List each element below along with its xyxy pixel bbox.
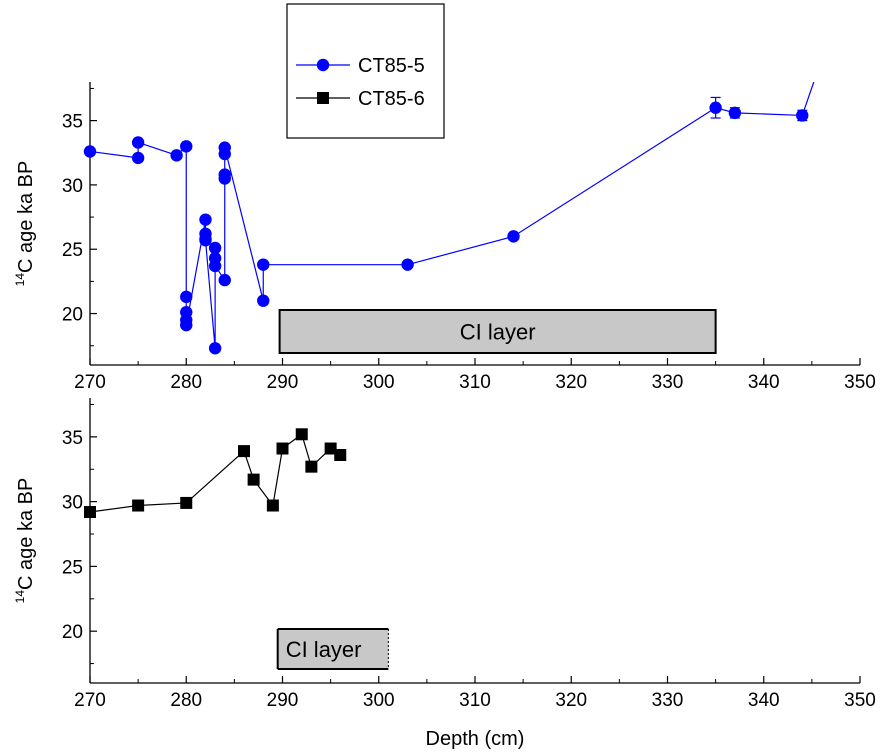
data-point: [84, 506, 96, 518]
x-tick-label: 300: [363, 690, 395, 711]
data-point: [334, 449, 347, 461]
data-point: [257, 258, 270, 271]
y-tick-label: 25: [62, 557, 83, 578]
x-axis-label: Depth (cm): [426, 728, 525, 750]
x-tick-label: 290: [267, 690, 299, 711]
data-point: [208, 342, 222, 355]
y-axis-label: 14C age ka BP: [13, 478, 37, 604]
data-point: [218, 273, 231, 287]
legend-marker: [317, 92, 329, 104]
data-point: [276, 442, 289, 455]
x-tick-label: 290: [267, 372, 299, 393]
data-point: [305, 460, 318, 473]
x-tick-label: 270: [74, 372, 106, 393]
ci-layer-label: CI layer: [286, 637, 362, 662]
legend-label: CT85-6: [358, 88, 425, 110]
y-tick-label: 20: [62, 622, 83, 643]
x-tick-label: 270: [74, 690, 106, 711]
y-axis-label-text: C age ka BP: [15, 478, 37, 590]
legend-marker: [316, 58, 330, 72]
y-axis-label-text: C age ka BP: [15, 161, 37, 273]
x-tick-label: 320: [555, 690, 587, 711]
y-tick-label: 30: [62, 493, 83, 514]
data-point: [266, 499, 279, 512]
legend-box: [286, 3, 445, 139]
data-point: [208, 241, 222, 255]
x-tick-label: 310: [459, 372, 491, 393]
y-axis-label-superscript: 14: [13, 590, 27, 604]
x-tick-label: 300: [363, 372, 395, 393]
data-point: [131, 151, 145, 165]
data-point: [324, 442, 337, 455]
data-point: [257, 294, 270, 307]
y-tick-label: 30: [62, 176, 83, 197]
legend-label: CT85-5: [358, 55, 425, 77]
data-point: [218, 168, 231, 181]
data-point: [208, 259, 222, 273]
x-tick-label: 340: [748, 372, 780, 393]
x-tick-label: 330: [652, 690, 684, 711]
data-point: [218, 141, 231, 154]
x-tick-label: 280: [170, 372, 202, 393]
ci-layer-label: CI layer: [460, 320, 536, 345]
y-tick-label: 20: [62, 305, 83, 326]
x-tick-label: 320: [555, 372, 587, 393]
y-axis-label-superscript: 14: [13, 273, 27, 287]
data-point: [131, 136, 145, 149]
data-point: [180, 318, 193, 332]
ci-layer-box: [278, 309, 717, 354]
data-point: [238, 445, 250, 458]
x-tick-label: 350: [844, 690, 876, 711]
bottom-panel: 270 280 290 300 310 320 330 340 350 20 25 30 35 14C a…: [13, 398, 876, 750]
y-tick-label: 35: [62, 428, 83, 449]
x-tick-label: 330: [652, 372, 684, 393]
data-point: [180, 140, 193, 153]
data-point: [507, 230, 520, 243]
data-point: [180, 290, 193, 304]
top-panel: 270 280 290 300 310 320 330 340 350 20 25 30 35 14C a…: [13, 82, 876, 393]
data-point: [401, 258, 414, 271]
data-point: [247, 473, 260, 486]
x-tick-label: 280: [170, 690, 202, 711]
data-point: [170, 149, 183, 162]
data-point: [295, 428, 308, 441]
legend: CT85-5 CT85-6: [286, 3, 445, 139]
x-tick-label: 310: [459, 690, 491, 711]
data-point: [796, 109, 809, 122]
x-tick-label: 340: [748, 690, 780, 711]
series-line: [89, 82, 815, 349]
y-tick-label: 25: [62, 240, 83, 261]
data-point: [180, 496, 193, 509]
x-tick-label: 350: [844, 372, 876, 393]
data-point: [709, 101, 722, 114]
data-point: [132, 499, 145, 512]
data-point: [199, 213, 212, 226]
data-point: [199, 234, 212, 247]
y-axis-label: 14C age ka BP: [13, 161, 37, 287]
ci-layer-box: [277, 629, 389, 669]
data-point: [728, 106, 742, 120]
y-tick-label: 35: [62, 112, 83, 133]
data-point: [83, 145, 97, 158]
series-line: [89, 433, 341, 513]
